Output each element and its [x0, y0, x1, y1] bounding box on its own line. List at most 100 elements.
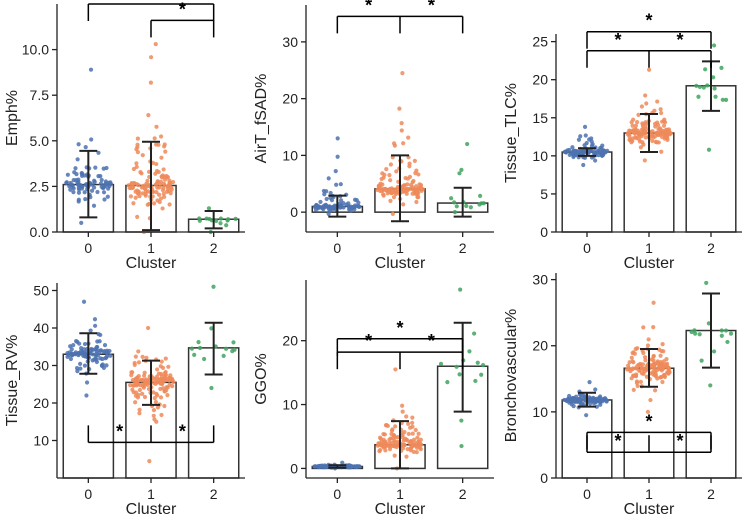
data-point	[99, 363, 105, 369]
data-point	[479, 372, 484, 377]
data-point	[406, 135, 411, 140]
data-point	[413, 443, 418, 448]
data-point	[650, 138, 655, 143]
data-point	[571, 404, 576, 409]
data-point	[449, 196, 454, 201]
y-axis-label: GGO%	[253, 353, 270, 405]
data-point	[142, 378, 147, 383]
data-point	[600, 152, 606, 158]
data-point	[641, 350, 646, 356]
data-point	[92, 185, 97, 190]
data-point	[80, 350, 85, 355]
data-point	[159, 174, 164, 179]
data-point	[653, 372, 658, 377]
data-point	[135, 142, 140, 147]
data-point	[321, 188, 326, 194]
data-point	[165, 393, 170, 398]
significance-star: *	[676, 431, 683, 451]
data-point	[154, 124, 159, 129]
points-cluster-2	[689, 280, 734, 388]
data-point	[454, 204, 459, 209]
x-tick-label: 2	[210, 486, 218, 502]
y-tick-label: 10	[282, 147, 298, 163]
data-point	[390, 427, 395, 432]
data-point	[79, 171, 84, 176]
data-point	[326, 211, 331, 216]
data-point	[650, 363, 655, 368]
data-point	[192, 352, 197, 357]
error-bar-cluster-1	[640, 112, 658, 154]
data-point	[348, 465, 353, 470]
data-point	[589, 143, 595, 148]
points-cluster-2	[197, 206, 238, 235]
data-point	[76, 179, 81, 184]
y-tick-label: 10	[282, 397, 298, 413]
data-point	[167, 178, 172, 183]
data-point	[658, 353, 663, 358]
data-point	[136, 373, 141, 379]
data-point	[465, 141, 470, 147]
data-point	[152, 417, 157, 422]
data-point	[75, 157, 80, 162]
data-point	[159, 155, 164, 160]
data-point	[464, 203, 469, 209]
data-point	[403, 175, 408, 181]
data-point	[155, 198, 160, 203]
data-point	[233, 216, 238, 221]
data-point	[137, 194, 142, 199]
data-point	[128, 383, 133, 388]
data-point	[312, 204, 317, 210]
data-point	[140, 354, 145, 359]
x-axis-label: Cluster	[624, 255, 675, 272]
data-point	[391, 433, 397, 438]
points-cluster-1	[128, 325, 176, 464]
data-point	[387, 447, 393, 452]
data-point	[665, 365, 671, 371]
data-point	[723, 97, 729, 102]
data-point	[699, 358, 704, 363]
data-point	[457, 171, 462, 176]
data-point	[95, 189, 100, 195]
data-point	[139, 185, 144, 190]
data-point	[169, 185, 174, 190]
significance-star: *	[365, 0, 372, 15]
data-point	[75, 369, 80, 374]
data-point	[158, 395, 164, 400]
data-point	[570, 145, 575, 150]
y-tick-label: 10	[532, 148, 548, 164]
data-point	[725, 339, 730, 345]
bar-cluster-0[interactable]	[561, 151, 613, 233]
data-point	[338, 205, 343, 210]
data-point	[658, 107, 663, 112]
data-point	[596, 396, 601, 401]
data-point	[481, 201, 486, 206]
data-point	[134, 161, 139, 166]
data-point	[214, 218, 219, 223]
data-point	[404, 414, 409, 419]
data-point	[159, 412, 164, 418]
y-axis-label: Tissue_RV%	[4, 335, 21, 427]
points-cluster-1	[625, 300, 672, 414]
data-point	[162, 378, 168, 383]
data-point	[719, 65, 724, 71]
data-point	[723, 328, 729, 333]
data-point	[167, 375, 172, 380]
data-point	[640, 131, 646, 136]
data-point	[157, 185, 162, 190]
data-point	[218, 216, 224, 221]
points-cluster-2	[189, 284, 237, 391]
data-point	[645, 343, 651, 348]
data-point	[630, 123, 635, 128]
data-point	[138, 377, 144, 383]
data-point	[147, 459, 152, 464]
y-tick-label: 40	[33, 320, 49, 336]
data-point	[387, 441, 392, 446]
data-point	[634, 135, 639, 141]
data-point	[129, 184, 135, 189]
data-point	[630, 136, 635, 141]
significance-star: *	[676, 30, 683, 50]
data-point	[705, 83, 710, 88]
data-point	[719, 333, 724, 338]
data-point	[392, 440, 398, 445]
